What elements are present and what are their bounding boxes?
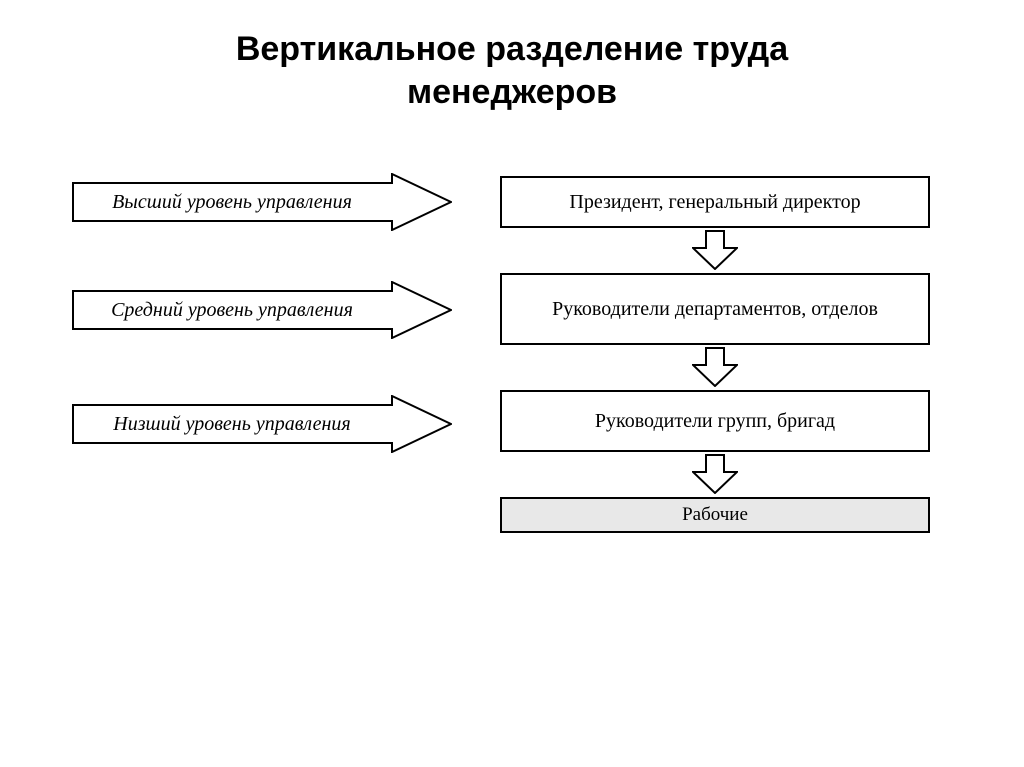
level-arrow-low: Низший уровень управления (72, 395, 452, 453)
role-box-mid: Руководители департаментов, отделов (500, 273, 930, 345)
diagram-area: Высший уровень управления Президент, ген… (0, 173, 1024, 733)
level-label-high: Высший уровень управления (72, 173, 392, 231)
down-arrow-1 (692, 230, 738, 270)
level-label-low: Низший уровень управления (72, 395, 392, 453)
role-label-low: Руководители групп, бригад (595, 410, 835, 433)
chevron-down-icon (692, 347, 738, 387)
down-arrow-3 (692, 454, 738, 494)
level-arrow-mid: Средний уровень управления (72, 281, 452, 339)
title-line-2: менеджеров (407, 73, 617, 111)
role-box-workers: Рабочие (500, 497, 930, 533)
chevron-down-icon (692, 230, 738, 270)
role-label-high: Президент, генеральный директор (569, 191, 860, 214)
chevron-down-icon (692, 454, 738, 494)
title-line-1: Вертикальное разделение труда (236, 30, 788, 68)
role-box-high: Президент, генеральный директор (500, 176, 930, 228)
level-arrow-high: Высший уровень управления (72, 173, 452, 231)
role-box-low: Руководители групп, бригад (500, 390, 930, 452)
page-title: Вертикальное разделение труда менеджеров (0, 0, 1024, 113)
level-label-mid: Средний уровень управления (72, 281, 392, 339)
role-label-mid: Руководители департаментов, отделов (552, 298, 878, 321)
down-arrow-2 (692, 347, 738, 387)
workers-label: Рабочие (682, 504, 748, 526)
